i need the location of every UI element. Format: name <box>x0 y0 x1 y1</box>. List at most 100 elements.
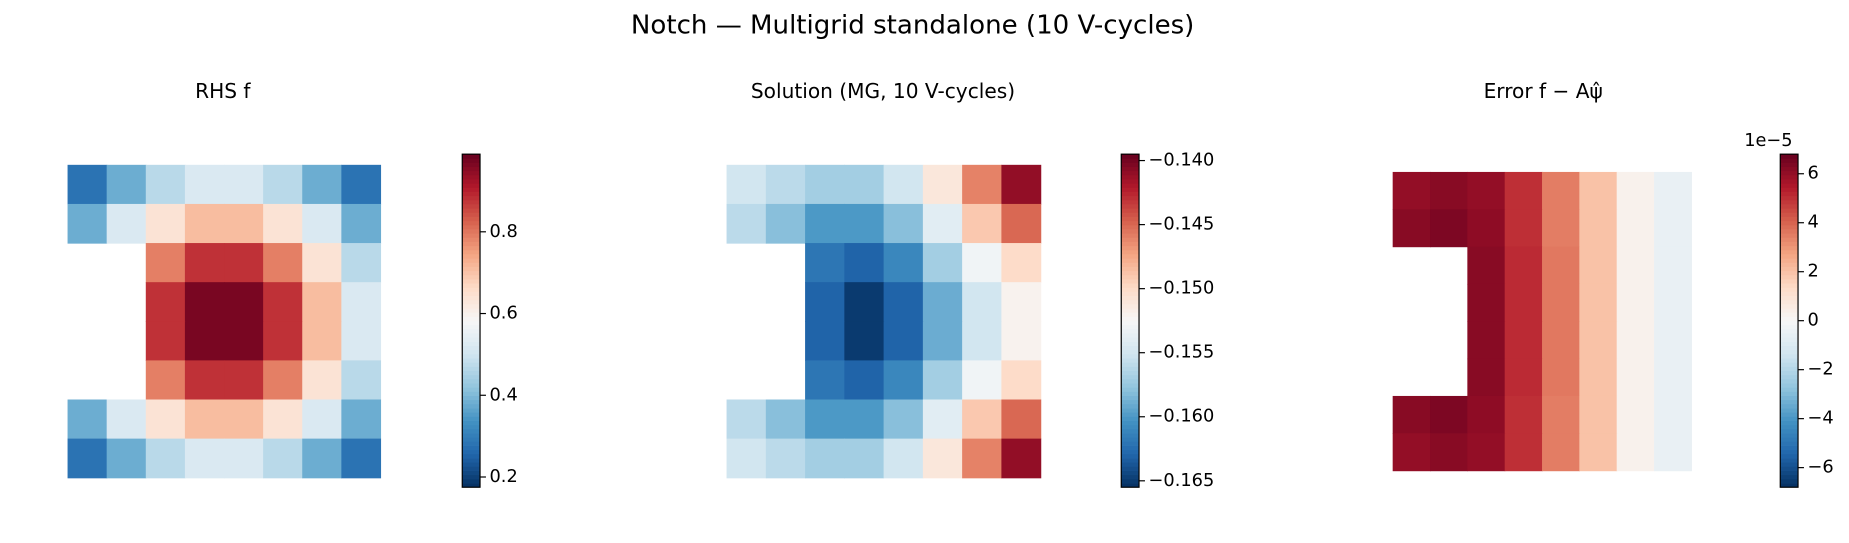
colorbar-segment <box>1780 374 1799 380</box>
colorbar-segment <box>1780 445 1799 451</box>
heatmap-cell <box>67 399 108 440</box>
colorbar-segment <box>1780 304 1799 309</box>
heatmap-cell <box>224 438 264 479</box>
heatmap-cell <box>145 203 186 244</box>
colorbar-segment <box>1121 195 1140 201</box>
heatmap-cell <box>67 203 108 244</box>
colorbar-segment <box>462 353 481 359</box>
heatmap-cell <box>962 243 1002 283</box>
heatmap-cell <box>302 203 342 244</box>
colorbar-segment <box>462 383 481 388</box>
heatmap-cell <box>224 360 264 401</box>
colorbar-segment <box>1780 358 1799 363</box>
colorbar-segment <box>462 399 481 405</box>
colorbar-segment <box>462 333 481 338</box>
colorbar-segment <box>1121 233 1140 238</box>
heatmap-cell <box>341 243 382 283</box>
colorbar-tick-label: −0.155 <box>1149 343 1215 363</box>
colorbar-segment <box>1121 224 1140 230</box>
heatmap-cell <box>302 282 342 322</box>
colorbar-segment <box>1121 170 1140 176</box>
colorbar-segment <box>462 337 481 342</box>
heatmap-cell <box>1579 395 1618 434</box>
colorbar-segment <box>462 304 481 309</box>
colorbar-segment <box>1780 299 1799 305</box>
heatmap-cell <box>263 360 303 401</box>
colorbar-segment <box>462 283 481 288</box>
colorbar-segment <box>1121 466 1140 471</box>
heatmap-cell <box>844 321 885 361</box>
colorbar-segment <box>1121 458 1140 463</box>
colorbar-segment <box>1780 424 1799 430</box>
colorbar-segment <box>1780 233 1799 238</box>
colorbar-segment <box>1780 179 1799 184</box>
colorbar-segment <box>1121 478 1140 484</box>
heatmap-cell <box>1392 433 1431 472</box>
heatmap-cell <box>1467 433 1506 472</box>
colorbar-segment <box>462 324 481 330</box>
colorbar-segment <box>462 345 481 351</box>
heatmap-cell <box>145 399 186 440</box>
heatmap-cell <box>184 321 225 361</box>
heatmap-cell <box>922 243 963 283</box>
colorbar-segment <box>1121 154 1140 159</box>
heatmap-cell <box>805 321 845 361</box>
colorbar-segment <box>1780 466 1799 471</box>
heatmap-cell <box>1430 433 1468 472</box>
heatmap-cell <box>726 164 767 205</box>
heatmap-cell <box>922 321 963 361</box>
colorbar-segment <box>1780 362 1799 367</box>
colorbar-segment <box>1780 395 1799 401</box>
colorbar-tick-label: −0.140 <box>1149 151 1215 171</box>
heatmap-cell <box>844 282 885 322</box>
colorbar-segment <box>462 449 481 455</box>
colorbar-segment <box>1780 324 1799 330</box>
heatmap-cell <box>883 203 924 244</box>
colorbar-segment <box>1780 241 1799 247</box>
heatmap-cell <box>1504 209 1543 248</box>
colorbar-segment <box>1780 220 1799 226</box>
colorbar-segment <box>1121 383 1140 388</box>
colorbar-segment <box>1780 483 1799 488</box>
colorbar-segment <box>462 483 481 488</box>
colorbar-segment <box>1780 341 1799 347</box>
colorbar-segment <box>462 258 481 263</box>
heatmap-cell <box>1654 433 1692 472</box>
heatmap-cell <box>765 438 806 479</box>
colorbar-segment <box>462 274 481 280</box>
colorbar-segment <box>1780 387 1799 392</box>
heatmap-cell <box>844 399 885 440</box>
heatmap-cell <box>883 399 924 440</box>
colorbar-segment <box>1780 308 1799 313</box>
colorbar-segment <box>1121 316 1140 322</box>
heatmap-cell <box>1504 395 1543 434</box>
colorbar-segment <box>1121 262 1140 267</box>
heatmap-cell <box>1542 358 1580 397</box>
heatmap-cell <box>805 243 845 283</box>
heatmap-cell <box>962 321 1002 361</box>
colorbar-segment <box>1121 333 1140 338</box>
colorbar-segment <box>462 308 481 313</box>
colorbar-segment <box>462 462 481 467</box>
heatmap-cell <box>224 399 264 440</box>
heatmap-cell <box>263 243 303 283</box>
heatmap-cell <box>1579 209 1618 248</box>
colorbar-segment <box>1780 258 1799 263</box>
colorbar-tick-label: −0.150 <box>1149 279 1215 299</box>
colorbar-segment <box>462 199 481 205</box>
heatmap-cell <box>1504 433 1543 472</box>
colorbar-segment <box>462 403 481 409</box>
heatmap-cell <box>1654 358 1692 397</box>
colorbar-segment <box>462 174 481 180</box>
colorbar-segment <box>462 233 481 238</box>
colorbar-segment <box>1780 237 1799 242</box>
colorbar-tick-label: 0.6 <box>490 304 518 324</box>
colorbar-segment <box>1121 345 1140 351</box>
colorbar-segment <box>462 195 481 201</box>
colorbar-segment <box>1121 378 1140 384</box>
heatmap-cell <box>844 438 885 479</box>
heatmap-cell <box>844 164 885 205</box>
colorbar-segment <box>1780 270 1799 276</box>
heatmap-cell <box>1430 395 1468 434</box>
